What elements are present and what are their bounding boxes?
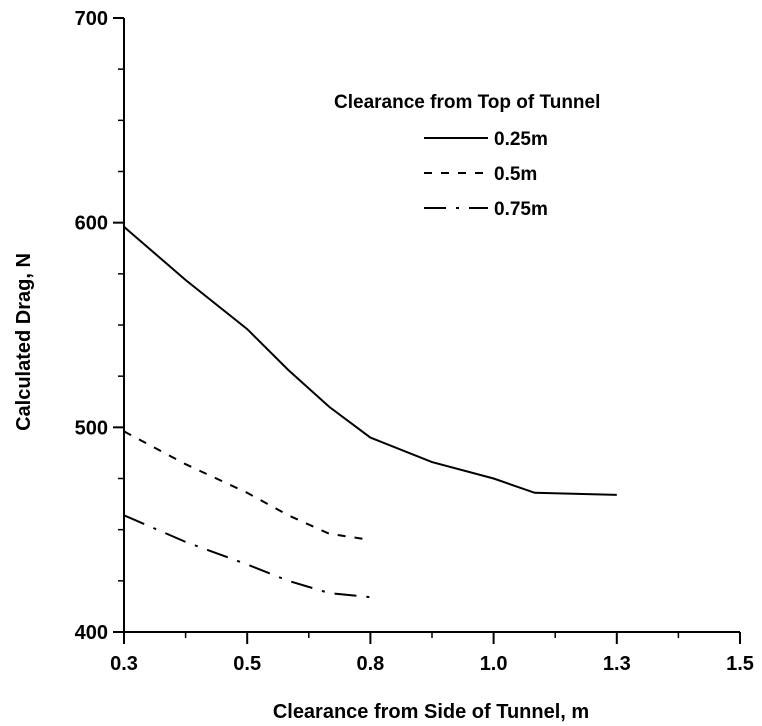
legend: Clearance from Top of Tunnel 0.25m 0.5m 0.… [334,92,600,220]
series-line-0.25m [123,226,617,496]
y-tick-label: 400 [75,622,108,644]
legend-label: 0.5m [494,164,537,185]
x-axis-title: Clearance from Side of Tunnel, m [273,701,589,723]
x-tick-label: 1.0 [480,653,508,675]
y-axis-title: Calculated Drag, N [13,253,35,431]
ticks: 400 500 600 700 0.3 0.5 0.8 1.0 1.3 1.5 [75,8,754,675]
x-tick-label: 1.5 [726,653,754,675]
series-lines [123,226,617,599]
x-tick-label: 0.8 [356,653,384,675]
x-tick-label: 0.3 [110,653,138,675]
y-tick-label: 500 [75,417,108,439]
x-tick-label: 1.3 [603,653,631,675]
legend-label: 0.75m [494,199,548,220]
series-line-0.5m [123,430,371,541]
series-line-0.75m [123,514,371,599]
y-tick-label: 600 [75,213,108,235]
y-tick-label: 700 [75,8,108,30]
legend-title: Clearance from Top of Tunnel [334,92,600,113]
legend-label: 0.25m [494,129,548,150]
x-tick-label: 0.5 [233,653,261,675]
